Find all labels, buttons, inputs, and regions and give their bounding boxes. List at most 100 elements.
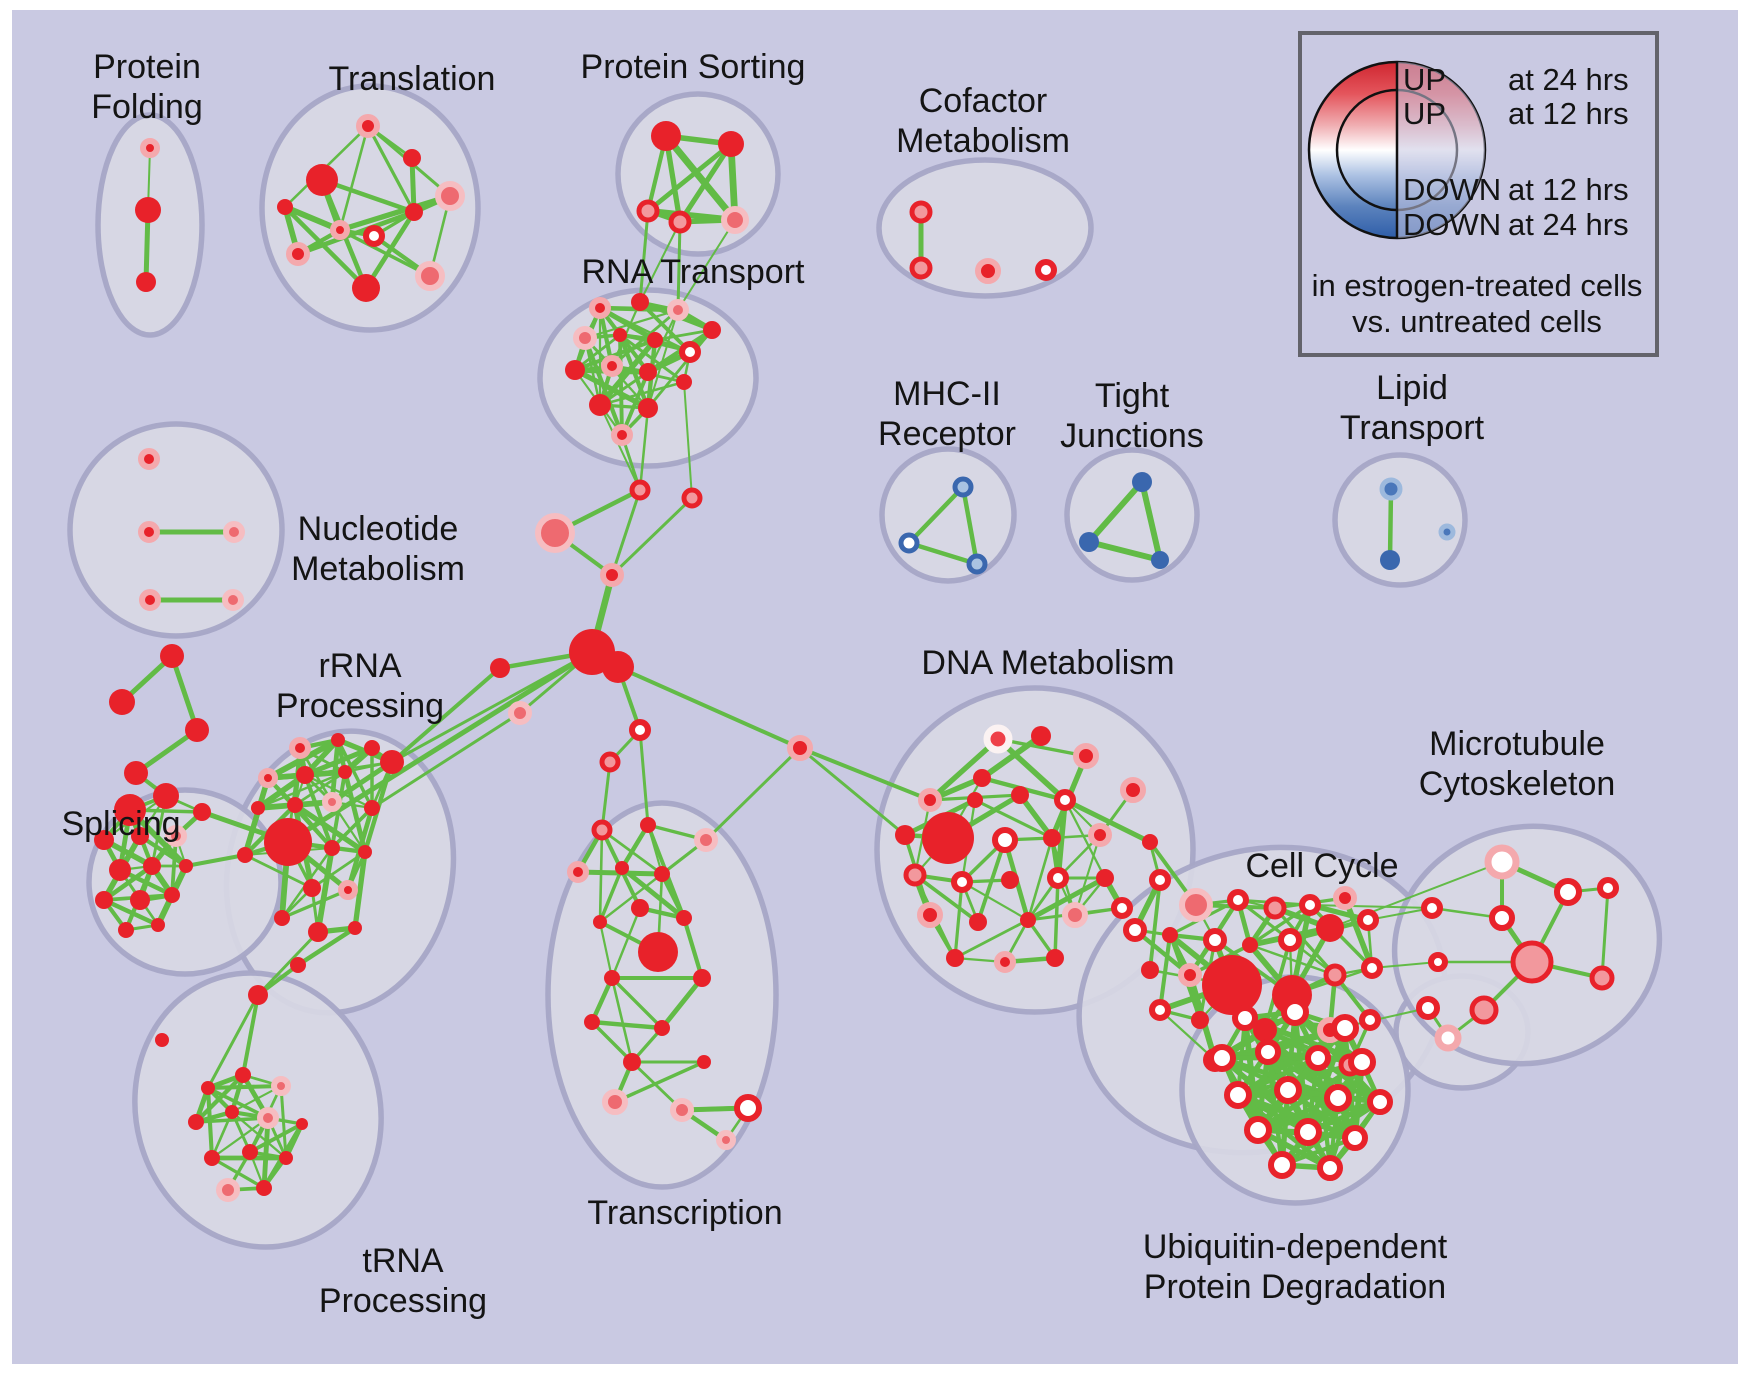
network-node[interactable] <box>1331 1014 1359 1042</box>
network-node[interactable] <box>676 374 692 390</box>
network-node[interactable] <box>602 651 634 683</box>
network-node[interactable] <box>237 847 253 863</box>
network-node[interactable] <box>1380 550 1400 570</box>
network-node[interactable] <box>1361 957 1383 979</box>
network-node[interactable] <box>623 1053 641 1071</box>
network-node[interactable] <box>271 1076 291 1096</box>
network-node[interactable] <box>1359 1009 1381 1031</box>
network-node[interactable] <box>348 921 362 935</box>
network-node[interactable] <box>1367 1089 1393 1115</box>
network-node[interactable] <box>204 1150 220 1166</box>
network-node[interactable] <box>296 1118 308 1130</box>
network-node[interactable] <box>667 299 689 321</box>
network-node[interactable] <box>322 792 342 812</box>
network-node[interactable] <box>324 840 340 856</box>
network-node[interactable] <box>898 532 920 554</box>
network-node[interactable] <box>1178 963 1202 987</box>
network-node[interactable] <box>296 766 314 784</box>
network-node[interactable] <box>1142 834 1158 850</box>
network-node[interactable] <box>787 735 813 761</box>
network-node[interactable] <box>613 328 627 342</box>
network-node[interactable] <box>922 812 974 864</box>
network-node[interactable] <box>654 866 670 882</box>
network-node[interactable] <box>164 887 180 903</box>
network-node[interactable] <box>604 970 620 986</box>
network-node[interactable] <box>631 293 649 311</box>
network-node[interactable] <box>242 1144 258 1160</box>
network-node[interactable] <box>380 750 404 774</box>
network-node[interactable] <box>155 1033 169 1047</box>
network-node[interactable] <box>718 131 744 157</box>
network-node[interactable] <box>235 1067 251 1083</box>
network-node[interactable] <box>1062 902 1088 928</box>
network-node[interactable] <box>1132 472 1152 492</box>
network-node[interactable] <box>1589 965 1615 991</box>
network-node[interactable] <box>1227 889 1249 911</box>
network-node[interactable] <box>1324 1084 1352 1112</box>
network-node[interactable] <box>584 1014 600 1030</box>
network-node[interactable] <box>600 563 624 587</box>
network-node[interactable] <box>1151 551 1169 569</box>
network-node[interactable] <box>716 1130 736 1150</box>
network-node[interactable] <box>1357 909 1379 931</box>
network-node[interactable] <box>969 913 987 931</box>
network-node[interactable] <box>303 879 321 897</box>
network-node[interactable] <box>1317 1155 1343 1181</box>
network-node[interactable] <box>1348 1048 1376 1076</box>
network-node[interactable] <box>358 845 372 859</box>
network-node[interactable] <box>248 985 268 1005</box>
network-node[interactable] <box>435 181 465 211</box>
network-node[interactable] <box>647 332 663 348</box>
network-node[interactable] <box>1123 918 1147 942</box>
network-node[interactable] <box>124 761 148 785</box>
network-node[interactable] <box>1244 1116 1272 1144</box>
network-node[interactable] <box>490 658 510 678</box>
network-node[interactable] <box>109 689 135 715</box>
network-node[interactable] <box>1484 844 1520 880</box>
network-node[interactable] <box>131 827 149 845</box>
network-node[interactable] <box>201 1081 215 1095</box>
network-node[interactable] <box>179 859 193 873</box>
network-node[interactable] <box>1489 905 1515 931</box>
network-node[interactable] <box>151 918 165 932</box>
network-node[interactable] <box>95 891 113 909</box>
network-node[interactable] <box>895 825 915 845</box>
network-node[interactable] <box>138 521 160 543</box>
network-node[interactable] <box>535 513 575 553</box>
network-node[interactable] <box>1554 878 1582 906</box>
network-node[interactable] <box>966 553 988 575</box>
network-node[interactable] <box>693 969 711 987</box>
network-node[interactable] <box>903 863 927 887</box>
network-node[interactable] <box>1253 1018 1277 1042</box>
network-node[interactable] <box>629 719 651 741</box>
network-node[interactable] <box>654 1020 670 1036</box>
network-node[interactable] <box>277 199 293 215</box>
network-node[interactable] <box>1020 912 1036 928</box>
network-node[interactable] <box>1323 963 1347 987</box>
network-node[interactable] <box>589 297 611 319</box>
network-node[interactable] <box>636 199 660 223</box>
network-node[interactable] <box>130 890 150 910</box>
network-node[interactable] <box>364 740 380 756</box>
network-node[interactable] <box>258 768 278 788</box>
network-node[interactable] <box>676 910 692 926</box>
network-node[interactable] <box>1035 259 1057 281</box>
network-node[interactable] <box>1191 1011 1209 1029</box>
network-node[interactable] <box>1379 477 1403 501</box>
network-node[interactable] <box>1316 914 1344 942</box>
network-node[interactable] <box>1047 867 1069 889</box>
network-node[interactable] <box>222 589 244 611</box>
network-node[interactable] <box>139 589 161 611</box>
network-node[interactable] <box>593 915 607 929</box>
network-node[interactable] <box>1299 894 1321 916</box>
network-node[interactable] <box>109 859 131 881</box>
network-node[interactable] <box>1079 532 1099 552</box>
network-node[interactable] <box>165 825 187 847</box>
network-node[interactable] <box>1001 871 1019 889</box>
network-node[interactable] <box>994 951 1016 973</box>
network-node[interactable] <box>668 210 692 234</box>
network-node[interactable] <box>1046 949 1064 967</box>
network-node[interactable] <box>1421 897 1443 919</box>
network-node[interactable] <box>338 765 352 779</box>
network-node[interactable] <box>1428 952 1448 972</box>
